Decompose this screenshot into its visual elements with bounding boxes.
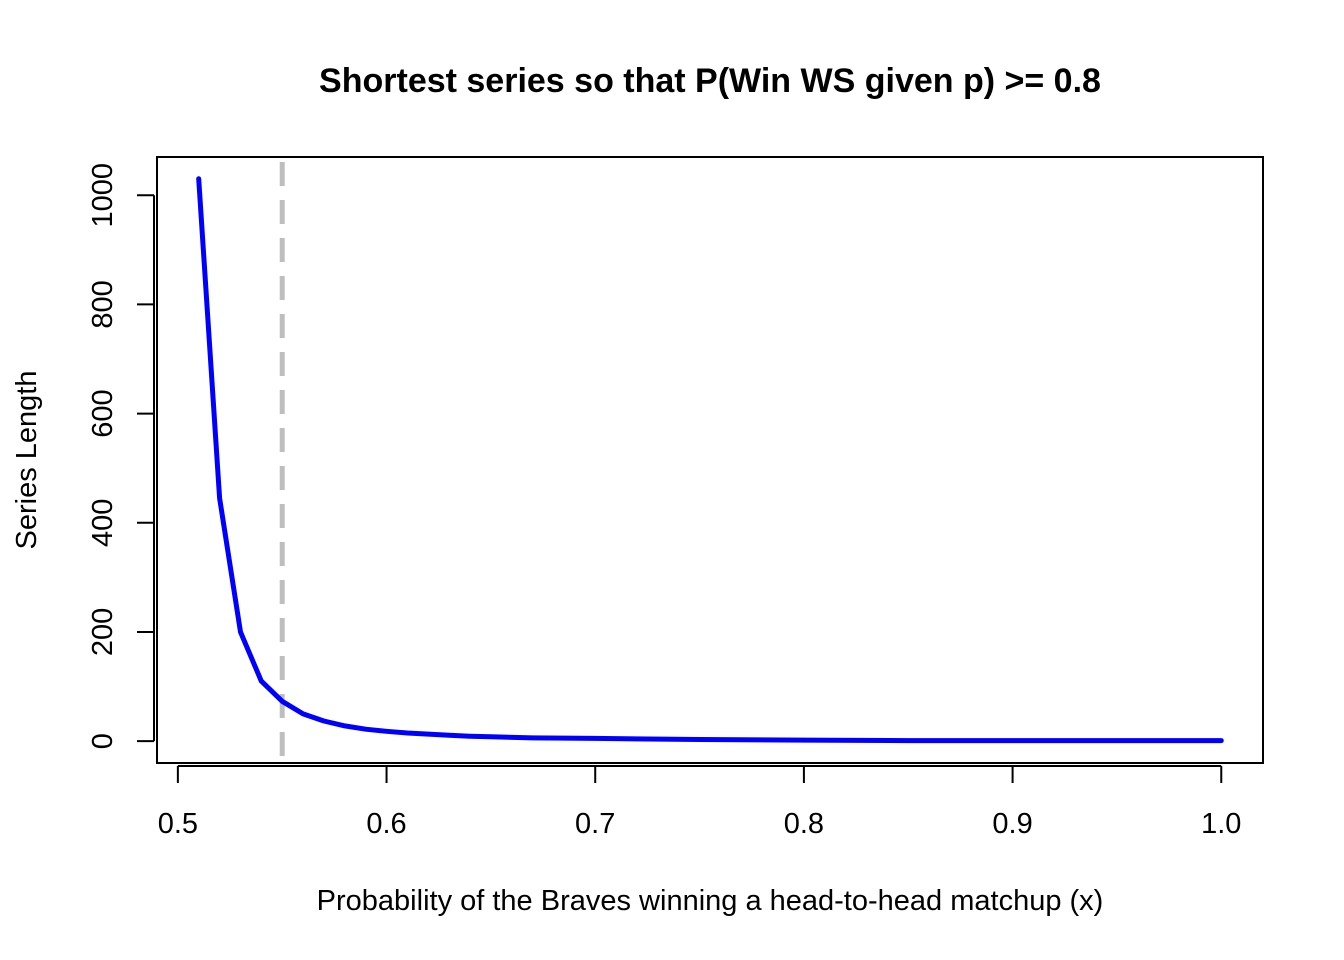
y-axis-label: Series Length [11,371,43,550]
y-tick-label: 400 [87,499,119,547]
x-tick-label: 0.6 [366,808,406,840]
series-line [196,176,1224,744]
x-tick-label: 0.5 [158,808,198,840]
x-tick-label: 0.7 [575,808,615,840]
y-tick-label: 200 [87,608,119,656]
x-tick-label: 0.9 [992,808,1032,840]
x-axis: 0.5 0.6 0.7 0.8 0.9 1.0 [158,765,1241,840]
y-axis: 0 200 400 600 800 1000 [87,163,155,749]
y-tick-label: 800 [87,280,119,328]
y-tick-label: 1000 [87,163,119,228]
x-tick-label: 1.0 [1201,808,1241,840]
x-tick-label: 0.8 [784,808,824,840]
y-tick-label: 0 [87,733,119,749]
plot-frame [156,156,1264,764]
y-tick-label: 600 [87,389,119,437]
chart-title: Shortest series so that P(Win WS given p… [319,62,1101,100]
x-axis-label: Probability of the Braves winning a head… [317,885,1104,917]
plot-area [196,162,1224,761]
